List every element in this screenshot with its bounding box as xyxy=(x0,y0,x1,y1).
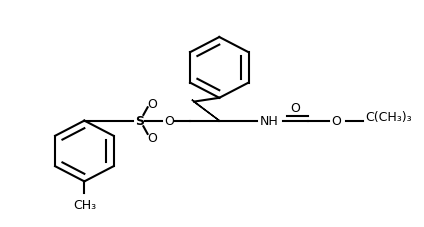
Text: C(CH₃)₃: C(CH₃)₃ xyxy=(365,111,411,124)
Text: O: O xyxy=(147,98,157,111)
Text: NH: NH xyxy=(259,115,278,128)
Polygon shape xyxy=(192,100,219,121)
Text: O: O xyxy=(290,101,300,114)
Text: O: O xyxy=(147,132,157,145)
Text: O: O xyxy=(331,115,341,128)
Text: CH₃: CH₃ xyxy=(73,199,96,212)
Text: S: S xyxy=(135,115,144,128)
Text: O: O xyxy=(164,115,174,128)
